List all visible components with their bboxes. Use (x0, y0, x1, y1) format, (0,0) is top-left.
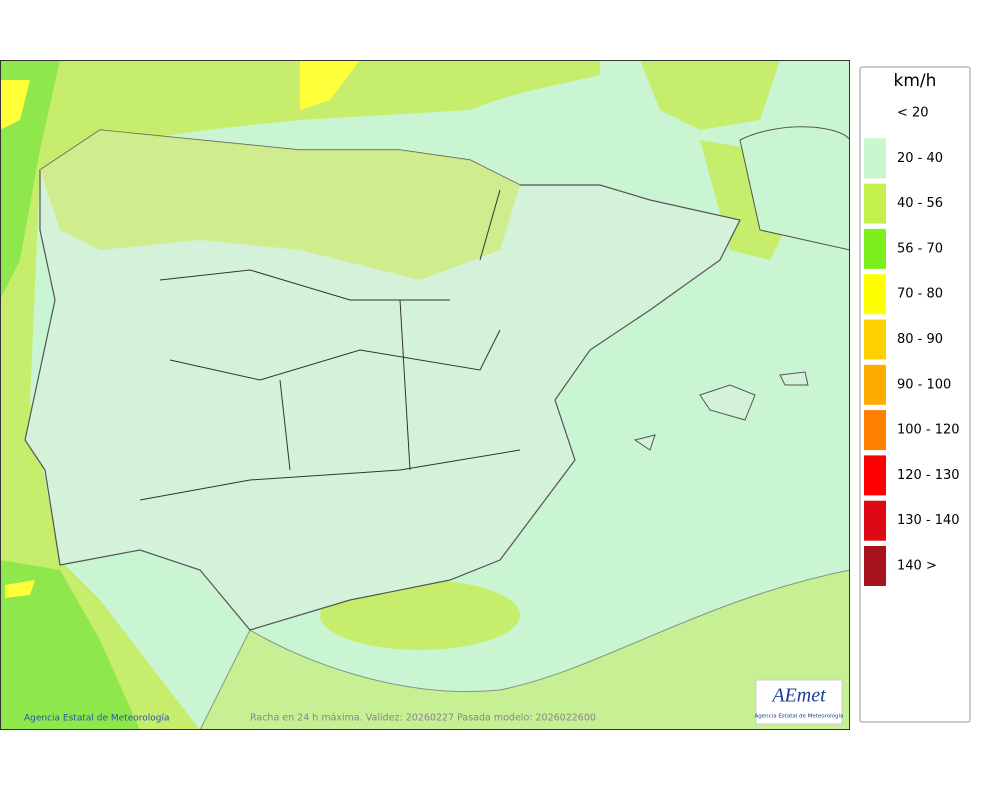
legend-box (859, 66, 971, 723)
legend-label: 56 - 70 (897, 241, 943, 256)
legend-swatch (864, 93, 886, 133)
map (0, 60, 850, 730)
north-wind-zone (40, 130, 520, 280)
north-africa (199, 569, 850, 730)
balearic-islands (633, 371, 809, 451)
wind-zone-40-56 (320, 580, 520, 650)
legend-label: 130 - 140 (897, 513, 960, 528)
logo-subtitle: Agencia Estatal de Meteorología (755, 713, 844, 720)
legend-label: 70 - 80 (897, 287, 943, 302)
map-caption: Racha en 24 h máxima. Validez: 20260227 … (250, 713, 596, 724)
legend-swatch (864, 546, 886, 586)
legend-swatch (864, 228, 886, 269)
legend-label: 80 - 90 (897, 332, 943, 347)
regional-borders (139, 189, 521, 501)
legend-swatch (864, 410, 886, 451)
legend-swatch (864, 138, 886, 179)
legend-label: 20 - 40 (897, 151, 943, 166)
legend-label: 40 - 56 (897, 196, 943, 211)
legend-swatch (864, 183, 886, 224)
legend-swatch (864, 319, 886, 360)
legend-swatch (864, 274, 886, 315)
france-coast (739, 126, 850, 251)
wind-zone-56-70 (0, 60, 140, 730)
legend-title: km/h (894, 71, 937, 91)
legend-label: 90 - 100 (897, 377, 951, 392)
legend-label: < 20 (897, 106, 929, 121)
logo-box (755, 679, 843, 725)
legend-label: 120 - 130 (897, 468, 960, 483)
legend-label: 100 - 120 (897, 423, 960, 438)
legend-swatch (864, 455, 886, 496)
map-frame (0, 60, 850, 730)
legend-swatch (864, 500, 886, 541)
legend-swatch (864, 364, 886, 405)
legend-label: 140 > (897, 559, 937, 574)
logo: AEmet (770, 685, 826, 707)
credit: Agencia Estatal de Meteorología (24, 714, 170, 724)
